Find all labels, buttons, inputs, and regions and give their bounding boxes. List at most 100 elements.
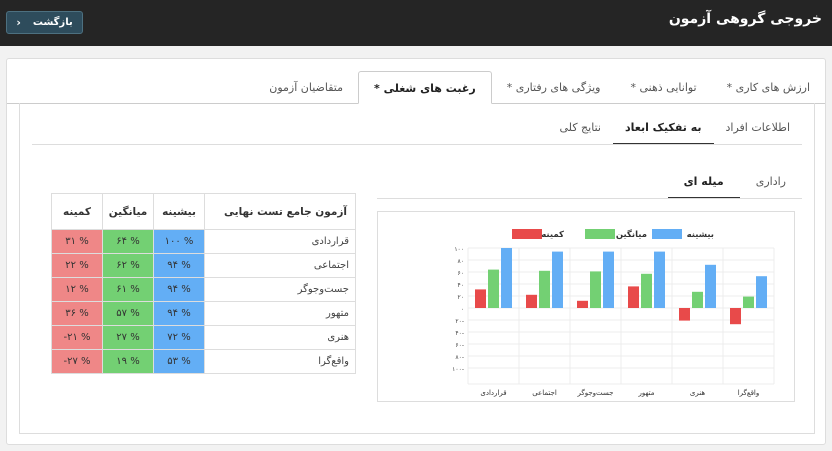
chart-tabs-divider (377, 198, 802, 199)
row-max: % ۹۴ (153, 301, 205, 326)
row-name: متهور (204, 301, 356, 326)
y-tick-label: ۱۰۰- (452, 366, 464, 373)
row-name: واقع‌گرا (204, 349, 356, 374)
row-name: اجتماعی (204, 253, 356, 278)
bar-max (603, 251, 614, 308)
x-tick-label: جست‌وجوگر (577, 388, 614, 397)
legend-label: کمینه (541, 230, 564, 240)
header-min: کمینه (51, 193, 103, 230)
y-tick-label: ۰ (461, 306, 464, 313)
header-test-name: آزمون جامع تست نهایی (204, 193, 356, 230)
bar-max (756, 276, 767, 308)
header-avg: میانگین (102, 193, 154, 230)
row-avg: % ۶۱ (102, 277, 154, 302)
row-max: % ۵۳ (153, 349, 205, 374)
main-card: متقاضیان آزمون رغبت های شغلی * ویژگی های… (6, 58, 826, 445)
chevron-left-icon: ‹ (16, 16, 21, 29)
bar-min (577, 300, 588, 308)
x-tick-label: هنری (690, 389, 705, 397)
row-min: % ۲۱- (51, 325, 103, 350)
table-row: واقع‌گرا % ۵۳ % ۱۹ % ۲۷- (51, 349, 356, 374)
bar-avg (590, 271, 601, 308)
header-max: بیشینه (153, 193, 205, 230)
row-max: % ۹۴ (153, 277, 205, 302)
tab-job-interests[interactable]: رغبت های شغلی * (358, 71, 492, 104)
row-name: جست‌وجوگر (204, 277, 356, 302)
tab-bar-chart[interactable]: میله ای (667, 169, 740, 199)
subtabs-divider (32, 144, 802, 145)
row-name: قراردادی (204, 229, 356, 254)
bar-max (552, 251, 563, 308)
legend-swatch (512, 229, 542, 239)
row-max: % ۱۰۰ (153, 229, 205, 254)
bar-min (730, 308, 741, 325)
row-min: % ۱۲ (51, 277, 103, 302)
y-tick-label: ۸۰- (455, 354, 464, 361)
subtab-individuals-info[interactable]: اطلاعات افراد (725, 121, 790, 134)
bar-avg (692, 291, 703, 308)
back-button[interactable]: بازگشت ‹ (6, 11, 83, 34)
table-row: قراردادی % ۱۰۰ % ۶۴ % ۳۱ (51, 229, 356, 254)
tab-radar-chart[interactable]: راداری (755, 175, 786, 188)
tab-applicants[interactable]: متقاضیان آزمون (269, 81, 344, 94)
legend-swatch (585, 229, 615, 239)
table-row: اجتماعی % ۹۴ % ۶۲ % ۲۲ (51, 253, 356, 278)
legend-swatch (652, 229, 682, 239)
subtab-overall-results[interactable]: نتایج کلی (559, 121, 601, 134)
bar-chart: ۱۰۰ ۸۰ ۶۰ ۴۰ ۲۰ ۰ ۲۰- ۴۰- ۶۰- ۸۰- ۱۰۰- قراردادی اجتم… (452, 229, 775, 397)
x-tick-label: واقع‌گرا (738, 388, 760, 397)
table-header-row: آزمون جامع تست نهایی بیشینه میانگین کمین… (51, 193, 356, 230)
row-max: % ۹۴ (153, 253, 205, 278)
row-min: % ۲۷- (51, 349, 103, 374)
page-title: خروجی گروهی آزمون (668, 11, 822, 27)
bar-avg (641, 273, 652, 308)
row-avg: % ۲۷ (102, 325, 154, 350)
x-tick-label: متهور (637, 389, 654, 397)
table-row: هنری % ۷۲ % ۲۷ % ۲۱- (51, 325, 356, 350)
row-min: % ۳۱ (51, 229, 103, 254)
main-tabs: متقاضیان آزمون رغبت های شغلی * ویژگی های… (254, 71, 825, 104)
table-row: متهور % ۹۴ % ۵۷ % ۳۶ (51, 301, 356, 326)
tab-work-values[interactable]: ارزش های کاری * (726, 81, 810, 94)
bar-max (705, 264, 716, 308)
bar-min (526, 294, 537, 308)
y-tick-label: ۴۰- (455, 330, 464, 337)
row-avg: % ۵۷ (102, 301, 154, 326)
y-tick-label: ۶۰ (458, 270, 464, 277)
bar-min (679, 308, 690, 321)
row-avg: % ۱۹ (102, 349, 154, 374)
results-table: آزمون جامع تست نهایی بیشینه میانگین کمین… (51, 193, 356, 374)
bar-max (654, 251, 665, 308)
row-avg: % ۶۴ (102, 229, 154, 254)
row-min: % ۳۶ (51, 301, 103, 326)
bar-min (628, 286, 639, 308)
back-button-label: بازگشت (32, 17, 73, 28)
y-tick-label: ۲۰ (458, 294, 464, 301)
row-name: هنری (204, 325, 356, 350)
bar-max (501, 248, 512, 308)
y-tick-label: ۲۰- (455, 318, 464, 325)
bar-avg (488, 269, 499, 308)
top-bar: خروجی گروهی آزمون بازگشت ‹ (0, 0, 832, 46)
bar-chart-panel: ۱۰۰ ۸۰ ۶۰ ۴۰ ۲۰ ۰ ۲۰- ۴۰- ۶۰- ۸۰- ۱۰۰- قراردادی اجتم… (377, 211, 795, 402)
tab-content: نتایج کلی به تفکیک ابعاد اطلاعات افراد م… (19, 103, 815, 434)
tab-mental-ability[interactable]: توانایی ذهنی * (630, 81, 697, 94)
chart-type-tabs: میله ای راداری (667, 169, 802, 199)
bar-min (475, 289, 486, 308)
table-row: جست‌وجوگر % ۹۴ % ۶۱ % ۱۲ (51, 277, 356, 302)
legend-label: بیشینه (687, 230, 714, 240)
row-max: % ۷۲ (153, 325, 205, 350)
y-tick-label: ۸۰ (458, 258, 464, 265)
y-tick-label: ۶۰- (455, 342, 464, 349)
legend-label: میانگین (616, 229, 647, 240)
y-tick-label: ۱۰۰ (454, 246, 464, 253)
subtab-by-dimension[interactable]: به تفکیک ابعاد (612, 115, 714, 145)
x-tick-label: اجتماعی (532, 389, 557, 397)
sub-tabs: نتایج کلی به تفکیک ابعاد اطلاعات افراد (548, 115, 802, 145)
x-tick-label: قراردادی (480, 389, 506, 397)
bar-avg (539, 270, 550, 308)
tab-behavioral-traits[interactable]: ویژگی های رفتاری * (506, 81, 601, 94)
y-tick-label: ۴۰ (458, 282, 464, 289)
row-min: % ۲۲ (51, 253, 103, 278)
bar-avg (743, 296, 754, 308)
